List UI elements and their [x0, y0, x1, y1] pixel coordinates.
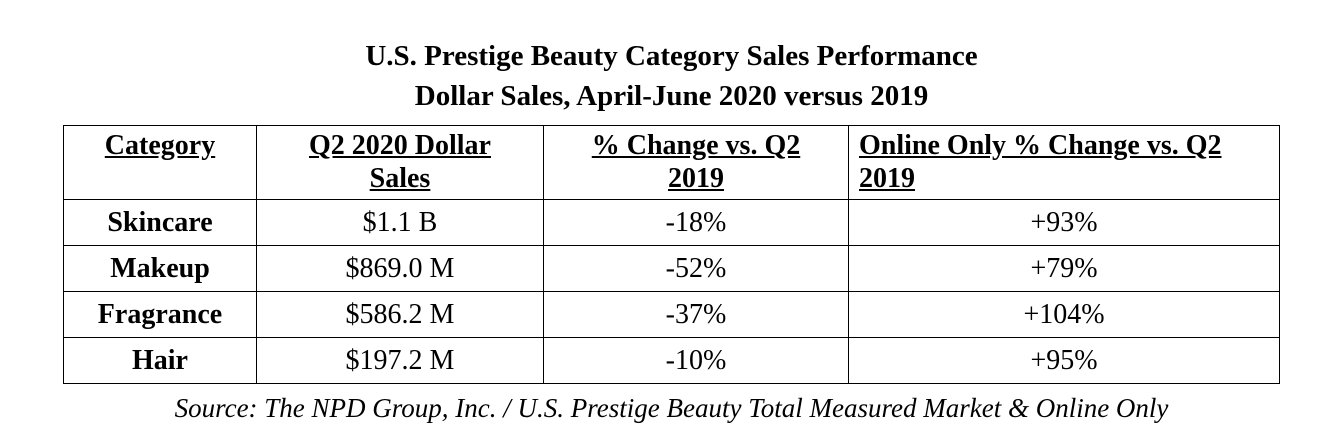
header-online-change-line1: Online Only % Change vs. Q2 [859, 130, 1222, 162]
category-cell: Skincare [63, 199, 257, 247]
sales-table: Category Q2 2020 Dollar Sales % Change v… [63, 125, 1280, 385]
category-cell: Makeup [63, 245, 257, 293]
header-sales: Q2 2020 Dollar Sales [256, 125, 544, 201]
change-cell: -10% [543, 337, 849, 385]
source-citation: Source: The NPD Group, Inc. / U.S. Prest… [174, 393, 1169, 424]
table-row: Skincare $1.1 B -18% +93% [63, 199, 1280, 247]
header-category-line1: Category [104, 130, 216, 162]
header-online-change: Online Only % Change vs. Q2 2019 [848, 125, 1280, 201]
header-online-change-line2: 2019 [859, 163, 915, 195]
sales-cell: $197.2 M [256, 337, 544, 385]
sales-cell: $586.2 M [256, 291, 544, 339]
category-cell: Fragrance [63, 291, 257, 339]
online-change-cell: +93% [848, 199, 1280, 247]
change-cell: -18% [543, 199, 849, 247]
header-change: % Change vs. Q2 2019 [543, 125, 849, 201]
header-category: Category [63, 125, 257, 201]
header-change-line1: % Change vs. Q2 [591, 130, 801, 162]
change-cell: -52% [543, 245, 849, 293]
header-row: Category Q2 2020 Dollar Sales % Change v… [63, 125, 1280, 201]
change-cell: -37% [543, 291, 849, 339]
table-row: Makeup $869.0 M -52% +79% [63, 245, 1280, 293]
title-line-2: Dollar Sales, April-June 2020 versus 201… [414, 80, 929, 113]
sales-cell: $1.1 B [256, 199, 544, 247]
table-row: Fragrance $586.2 M -37% +104% [63, 291, 1280, 339]
online-change-cell: +95% [848, 337, 1280, 385]
header-sales-line1: Q2 2020 Dollar [309, 130, 491, 162]
category-cell: Hair [63, 337, 257, 385]
header-sales-line2: Sales [369, 163, 431, 195]
sales-cell: $869.0 M [256, 245, 544, 293]
title-line-1: U.S. Prestige Beauty Category Sales Perf… [365, 40, 978, 72]
online-change-cell: +79% [848, 245, 1280, 293]
online-change-cell: +104% [848, 291, 1280, 339]
table-row: Hair $197.2 M -10% +95% [63, 337, 1280, 385]
page-title: U.S. Prestige Beauty Category Sales Perf… [0, 36, 1343, 116]
header-change-line2: 2019 [668, 163, 724, 195]
